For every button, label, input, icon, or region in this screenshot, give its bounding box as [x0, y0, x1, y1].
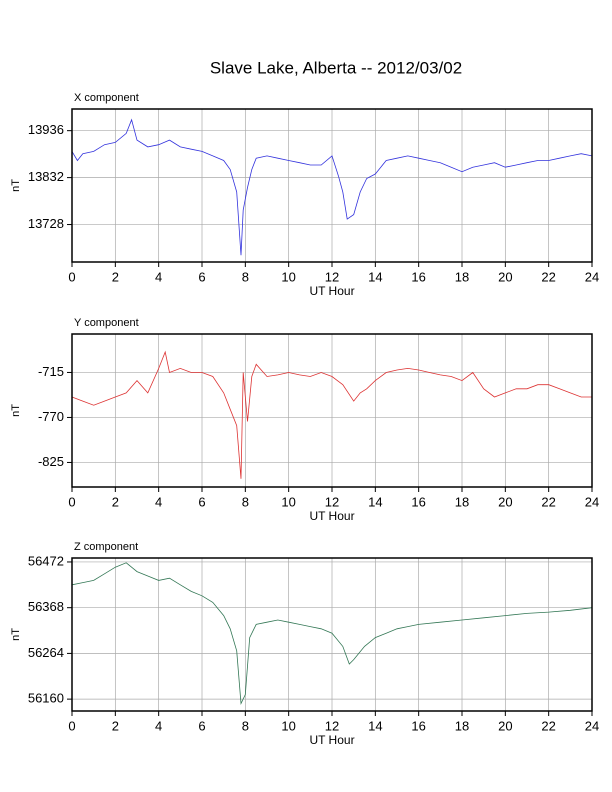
data-line — [71, 118, 593, 256]
x-tick-label: 20 — [498, 494, 512, 509]
x-tick-label: 20 — [498, 269, 512, 284]
x-tick-label: 2 — [112, 269, 119, 284]
x-tick-label: 20 — [498, 718, 512, 733]
x-tick-label: 2 — [112, 718, 119, 733]
y-tick-label: 56472 — [28, 553, 64, 568]
x-tick-label: 24 — [585, 718, 599, 733]
x-tick-label: 0 — [68, 269, 75, 284]
x-tick-label: 4 — [155, 269, 162, 284]
panel-subtitle: Y component — [74, 317, 139, 329]
x-axis-label: UT Hour — [309, 509, 354, 523]
y-tick-label: -715 — [38, 364, 64, 379]
x-tick-label: 8 — [242, 269, 249, 284]
x-tick-label: 8 — [242, 718, 249, 733]
y-tick-label: 13936 — [28, 122, 64, 137]
x-tick-label: 16 — [411, 269, 425, 284]
x-tick-label: 12 — [325, 269, 339, 284]
y-tick-label: 56160 — [28, 691, 64, 706]
page-title: Slave Lake, Alberta -- 2012/03/02 — [210, 58, 462, 77]
y-tick-label: 56264 — [28, 645, 64, 660]
x-axis-label: UT Hour — [309, 733, 354, 747]
x-tick-label: 18 — [455, 494, 469, 509]
x-axis-label: UT Hour — [309, 284, 354, 298]
plot-frame — [71, 333, 593, 488]
panel-subtitle: X component — [74, 92, 139, 104]
x-tick-label: 24 — [585, 269, 599, 284]
x-tick-label: 4 — [155, 494, 162, 509]
x-tick-label: 8 — [242, 494, 249, 509]
x-tick-label: 10 — [281, 718, 295, 733]
x-tick-label: 22 — [541, 269, 555, 284]
x-tick-label: 16 — [411, 718, 425, 733]
y-tick-label: 13728 — [28, 216, 64, 231]
y-tick-label: -825 — [38, 454, 64, 469]
x-tick-label: 6 — [198, 269, 205, 284]
x-tick-label: 0 — [68, 718, 75, 733]
x-tick-label: 10 — [281, 494, 295, 509]
panel-subtitle: Z component — [74, 541, 138, 553]
y-axis-label: nT — [10, 179, 22, 192]
x-tick-label: 16 — [411, 494, 425, 509]
x-tick-label: 22 — [541, 718, 555, 733]
data-line — [71, 350, 592, 479]
plot-frame — [71, 557, 593, 712]
x-tick-label: 18 — [455, 269, 469, 284]
x-tick-label: 18 — [455, 718, 469, 733]
x-tick-label: 6 — [198, 718, 205, 733]
x-tick-label: 10 — [281, 269, 295, 284]
y-tick-label: 13832 — [28, 169, 64, 184]
x-tick-label: 12 — [325, 718, 339, 733]
x-tick-label: 6 — [198, 494, 205, 509]
x-tick-label: 12 — [325, 494, 339, 509]
x-tick-label: 4 — [155, 718, 162, 733]
x-tick-label: 14 — [368, 718, 382, 733]
x-tick-label: 14 — [368, 269, 382, 284]
x-tick-label: 14 — [368, 494, 382, 509]
y-tick-label: 56368 — [28, 599, 64, 614]
plot-frame — [71, 108, 593, 263]
y-tick-label: -770 — [38, 409, 64, 424]
y-axis-label: nT — [10, 628, 22, 641]
x-tick-label: 2 — [112, 494, 119, 509]
data-line — [71, 562, 593, 705]
y-axis-label: nT — [10, 404, 22, 417]
x-tick-label: 0 — [68, 494, 75, 509]
x-tick-label: 24 — [585, 494, 599, 509]
x-tick-label: 22 — [541, 494, 555, 509]
